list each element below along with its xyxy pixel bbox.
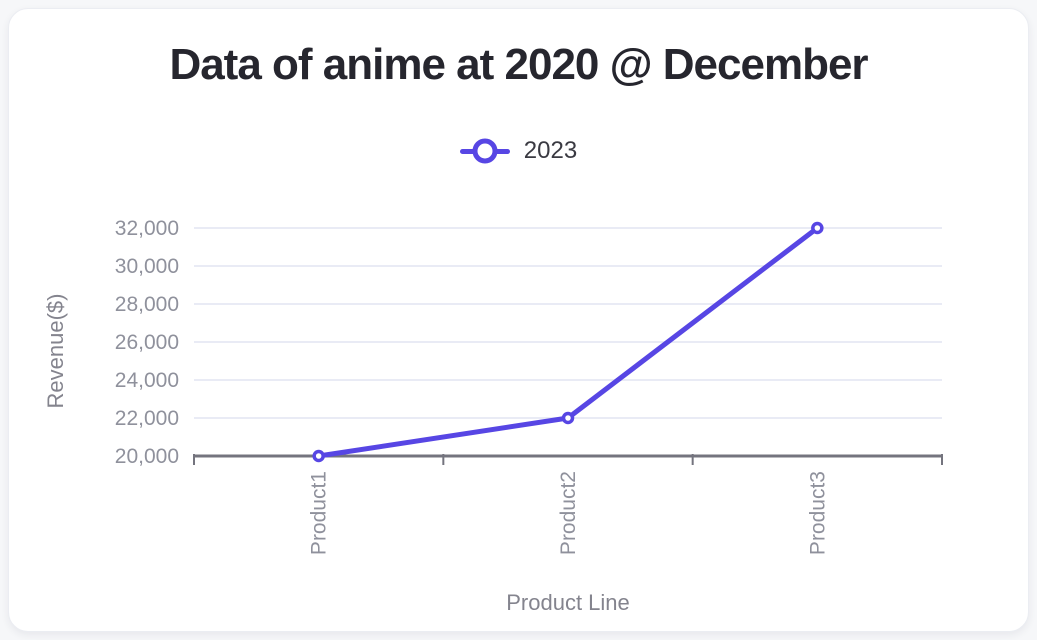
legend-label: 2023: [523, 137, 578, 164]
y-tick-label: 26,000: [115, 331, 179, 354]
legend: 2023: [9, 137, 1028, 165]
y-tick-label: 28,000: [115, 293, 179, 316]
legend-item-2023[interactable]: 2023: [459, 137, 578, 165]
y-tick-label: 30,000: [115, 255, 179, 278]
x-axis-title: Product Line: [506, 590, 630, 615]
chart-title: Data of anime at 2020 @ December: [169, 40, 868, 89]
y-tick-label: 24,000: [115, 369, 179, 392]
y-tick-label: 32,000: [115, 217, 179, 240]
chart-card: Data of anime at 2020 @ December 2023 20…: [8, 8, 1029, 632]
legend-circle-icon: [472, 138, 498, 164]
x-category-label: Product2: [557, 471, 580, 555]
data-point-marker[interactable]: [811, 221, 824, 235]
data-point-marker[interactable]: [312, 449, 325, 463]
y-tick-label: 22,000: [115, 407, 179, 430]
x-category-label: Product3: [806, 471, 829, 555]
data-point-marker[interactable]: [561, 411, 575, 425]
x-category-label: Product1: [308, 471, 331, 555]
line-chart-plot: 20,000 22,000 24,000 26,000 28,000 30,000 32,0…: [115, 217, 943, 555]
y-tick-label: 20,000: [115, 445, 179, 468]
y-axis-title: Revenue($): [43, 293, 68, 409]
legend-line-marker-icon: [459, 138, 510, 164]
